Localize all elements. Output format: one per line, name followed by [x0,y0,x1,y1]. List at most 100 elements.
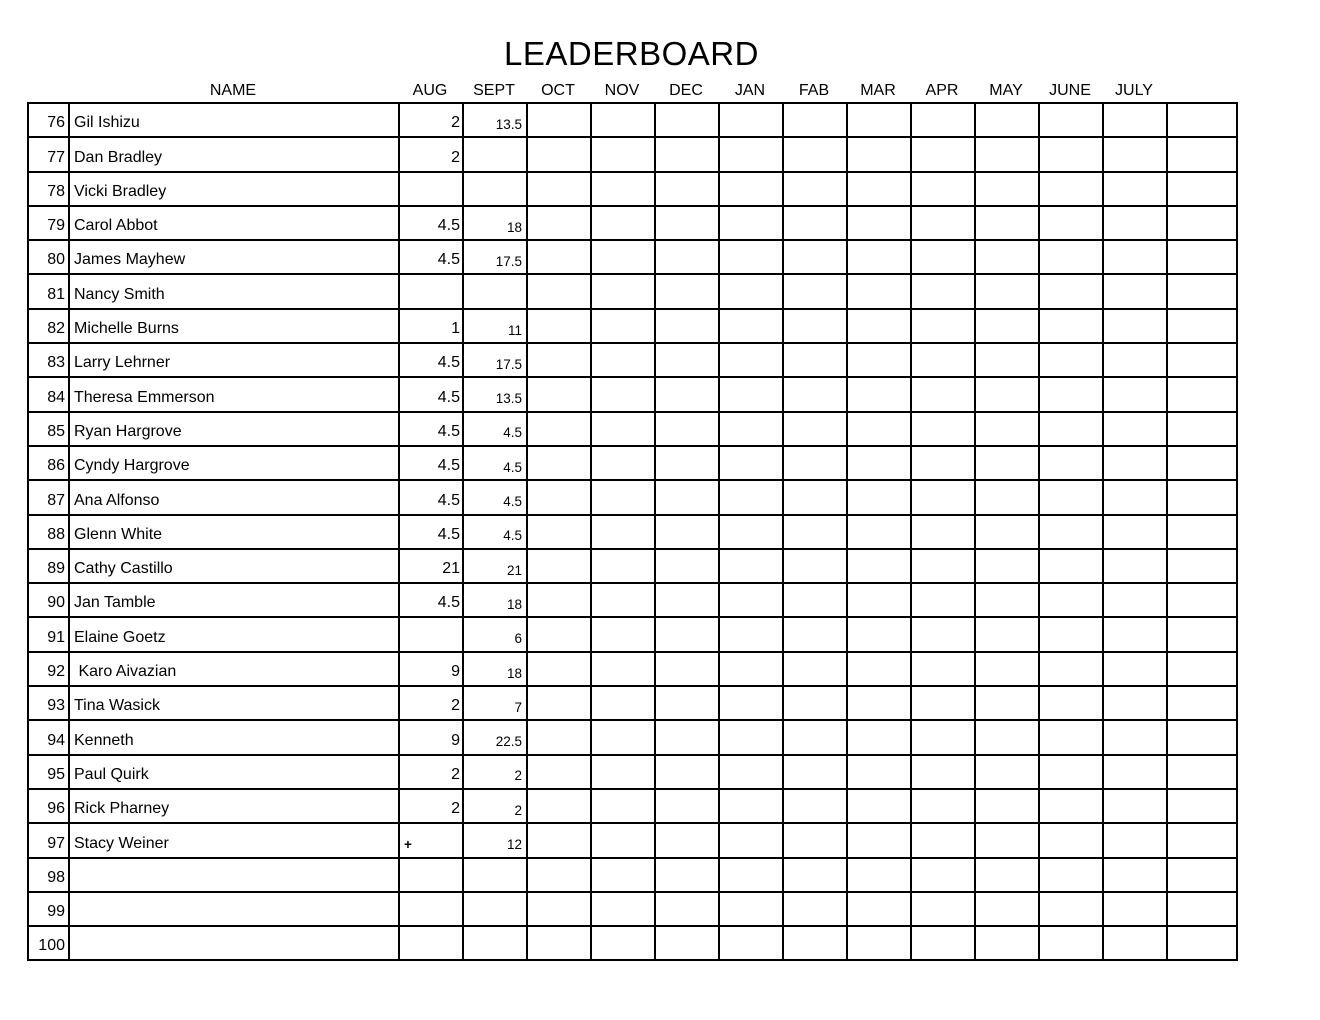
cell-mar [846,787,912,825]
cell-june [1038,890,1104,928]
cell-july [1102,513,1168,550]
cell-july [1102,822,1168,859]
cell-nov [590,685,656,722]
cell-oct [526,925,592,962]
aug-value: 2 [398,136,464,173]
aug-value: 4.5 [398,444,464,482]
cell-june [1038,204,1104,242]
cell-fab [782,650,848,688]
cell-apr [910,479,976,516]
cell-jan [718,685,784,722]
cell-mar [846,101,912,139]
cell-oct [526,376,592,413]
cell-extra [1166,719,1238,756]
cell-extra [1166,616,1238,653]
cell-nov [590,513,656,550]
cell-may [974,787,1040,825]
cell-oct [526,513,592,550]
page-title: LEADERBOARD [504,35,759,72]
column-header-july: JULY [1115,81,1153,99]
row-number: 83 [27,342,70,379]
table-row: 93 Tina Wasick 2 7 [27,685,1238,722]
sept-value: 18 [462,650,528,688]
row-number: 95 [27,753,70,790]
cell-nov [590,719,656,756]
row-number: 97 [27,822,70,859]
cell-jan [718,376,784,413]
cell-extra [1166,170,1238,207]
aug-value: 2 [398,787,464,825]
cell-fab [782,239,848,276]
player-name: Larry Lehrner [68,342,400,379]
cell-may [974,822,1040,859]
table-row: 78 Vicki Bradley [27,170,1238,207]
cell-may [974,582,1040,619]
row-number: 82 [27,307,70,345]
cell-apr [910,273,976,310]
cell-jan [718,342,784,379]
player-name: Rick Pharney [68,787,400,825]
cell-july [1102,342,1168,379]
cell-extra [1166,239,1238,276]
cell-dec [654,547,720,585]
cell-mar [846,239,912,276]
cell-mar [846,822,912,859]
cell-june [1038,787,1104,825]
player-name: Theresa Emmerson [68,376,400,413]
cell-oct [526,890,592,928]
cell-oct [526,410,592,447]
cell-nov [590,136,656,173]
aug-value: 2 [398,101,464,139]
cell-may [974,616,1040,653]
cell-july [1102,685,1168,722]
cell-jan [718,239,784,276]
cell-may [974,479,1040,516]
cell-apr [910,101,976,139]
table-row: 100 [27,925,1238,962]
player-name [68,925,400,962]
row-number: 76 [27,101,70,139]
table-row: 77 Dan Bradley 2 [27,136,1238,173]
cell-fab [782,787,848,825]
cell-june [1038,547,1104,585]
row-number: 99 [27,890,70,928]
cell-dec [654,376,720,413]
cell-may [974,650,1040,688]
cell-may [974,410,1040,447]
cell-oct [526,204,592,242]
cell-jan [718,273,784,310]
cell-dec [654,650,720,688]
cell-june [1038,307,1104,345]
cell-extra [1166,856,1238,893]
column-header-oct: OCT [541,81,575,99]
player-name: Elaine Goetz [68,616,400,653]
cell-mar [846,342,912,379]
cell-nov [590,376,656,413]
column-header-sept: SEPT [473,81,515,99]
cell-oct [526,719,592,756]
player-name: Kenneth [68,719,400,756]
cell-july [1102,101,1168,139]
cell-july [1102,204,1168,242]
cell-jan [718,136,784,173]
sept-value: 17.5 [462,342,528,379]
cell-apr [910,582,976,619]
cell-apr [910,925,976,962]
player-name: Stacy Weiner [68,822,400,859]
cell-apr [910,856,976,893]
row-number: 98 [27,856,70,893]
sept-value [462,890,528,928]
cell-june [1038,410,1104,447]
cell-fab [782,342,848,379]
table-row: 81 Nancy Smith [27,273,1238,310]
cell-fab [782,136,848,173]
cell-mar [846,753,912,790]
cell-nov [590,444,656,482]
cell-fab [782,101,848,139]
cell-mar [846,410,912,447]
cell-jan [718,719,784,756]
cell-june [1038,685,1104,722]
cell-extra [1166,685,1238,722]
aug-value: 4.5 [398,410,464,447]
